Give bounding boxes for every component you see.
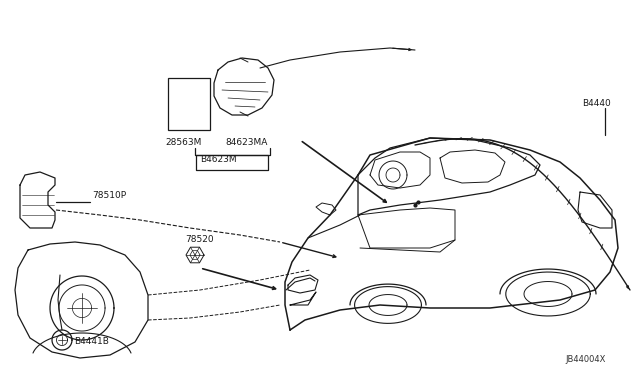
Text: B4623M: B4623M xyxy=(200,155,237,164)
Text: 84623MA: 84623MA xyxy=(225,138,268,147)
Bar xyxy=(168,78,210,130)
Text: JB44004X: JB44004X xyxy=(565,355,605,364)
Text: 78520: 78520 xyxy=(185,235,214,244)
Text: 28563M: 28563M xyxy=(165,138,202,147)
Text: B4440: B4440 xyxy=(582,99,611,108)
Text: B4441B: B4441B xyxy=(74,337,109,346)
Text: 78510P: 78510P xyxy=(92,191,126,200)
